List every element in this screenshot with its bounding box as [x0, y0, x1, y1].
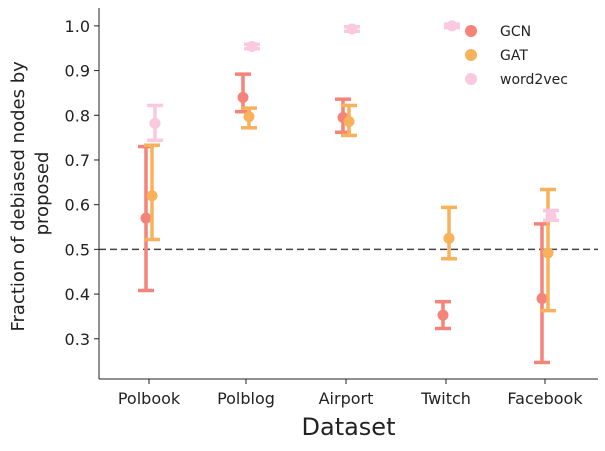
data-point: [536, 293, 548, 305]
data-point: [545, 210, 557, 222]
legend-marker-gcn: [465, 25, 477, 37]
data-point: [140, 212, 152, 224]
data-point: [237, 91, 249, 103]
y-tick-label: 1.0: [65, 17, 90, 36]
x-tick-label: Twitch: [420, 389, 471, 408]
legend-label-gcn: GCN: [500, 24, 531, 40]
x-ticks: Polbook Polblog Airport Twitch Facebook: [118, 379, 583, 408]
x-tick-label: Polbook: [118, 389, 181, 408]
data-point: [437, 309, 449, 321]
y-tick-label: 0.4: [65, 285, 90, 304]
legend: GCN GAT word2vec: [465, 24, 568, 88]
data-point: [346, 23, 358, 35]
series-gat: [144, 103, 556, 313]
y-tick-label: 0.8: [65, 106, 90, 125]
y-axis-label: Fraction of debiased nodes by proposed: [8, 55, 53, 331]
data-point: [149, 117, 161, 129]
data-point: [443, 232, 455, 244]
series-gcn: [138, 72, 550, 365]
data-point: [246, 40, 258, 52]
series-layer: [138, 20, 559, 365]
y-ticks: 0.3 0.4 0.5 0.6 0.7 0.8 0.9 1.0: [65, 17, 99, 349]
legend-marker-word2vec: [465, 73, 477, 85]
data-point: [343, 116, 355, 128]
data-point: [146, 190, 158, 202]
data-point: [446, 20, 458, 32]
legend-marker-gat: [465, 49, 477, 61]
y-axis-label-line-2: proposed: [32, 152, 53, 236]
data-point: [243, 111, 255, 123]
y-tick-label: 0.7: [65, 151, 90, 170]
y-tick-label: 0.6: [65, 196, 90, 215]
x-tick-label: Polblog: [217, 389, 275, 408]
y-tick-label: 0.3: [65, 330, 90, 349]
legend-label-word2vec: word2vec: [500, 72, 568, 88]
x-axis-label: Dataset: [302, 413, 396, 441]
series-word2vec: [147, 20, 559, 223]
data-point: [542, 247, 554, 259]
x-tick-label: Facebook: [507, 389, 583, 408]
y-tick-label: 0.9: [65, 62, 90, 81]
legend-label-gat: GAT: [500, 48, 528, 64]
y-axis-label-line-1: Fraction of debiased nodes by: [8, 61, 29, 332]
y-tick-label: 0.5: [65, 240, 90, 259]
x-tick-label: Airport: [319, 389, 374, 408]
